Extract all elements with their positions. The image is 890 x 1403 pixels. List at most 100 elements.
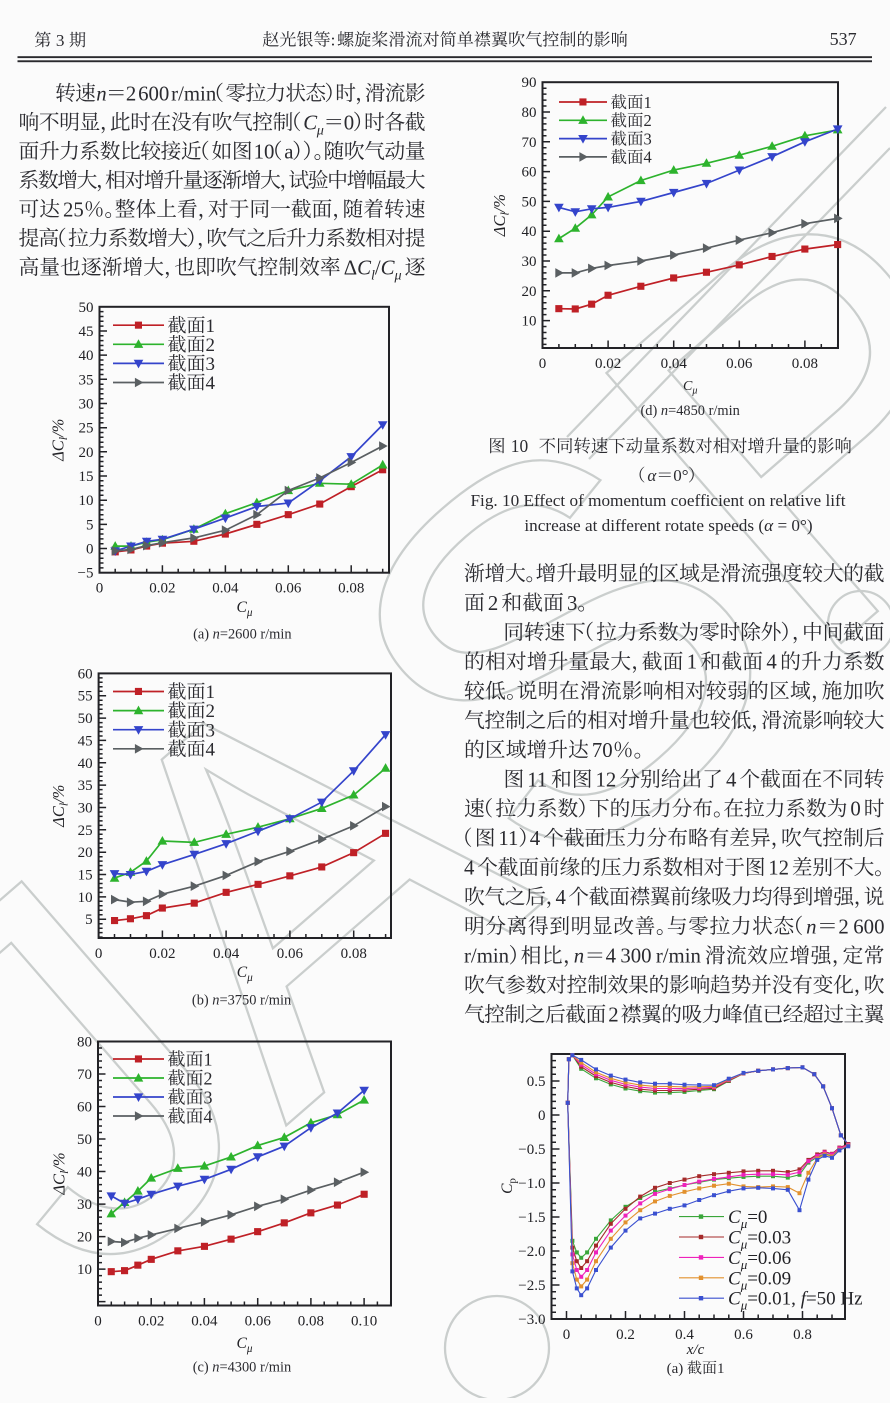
svg-text:0.04: 0.04 — [661, 356, 688, 372]
svg-text:40: 40 — [77, 1165, 92, 1181]
svg-text:4: 4 — [464, 857, 475, 880]
svg-text:50: 50 — [78, 711, 93, 727]
svg-text:10: 10 — [78, 890, 93, 906]
svg-text:3: 3 — [206, 354, 216, 375]
svg-text:Cμ=0.09: Cμ=0.09 — [728, 1268, 791, 1292]
svg-text:70: 70 — [77, 1067, 92, 1083]
svg-text:12: 12 — [768, 857, 789, 880]
svg-text:(a): (a) — [193, 626, 209, 642]
svg-text:4: 4 — [644, 148, 652, 167]
svg-text:0.06: 0.06 — [275, 581, 302, 597]
svg-text:0: 0 — [96, 581, 104, 597]
svg-text:2600 r/min: 2600 r/min — [228, 626, 292, 642]
svg-text:0.08: 0.08 — [341, 946, 367, 962]
svg-text:Cμ=0.03: Cμ=0.03 — [728, 1228, 791, 1252]
svg-text:0.5: 0.5 — [527, 1074, 546, 1090]
svg-text:20: 20 — [522, 284, 537, 300]
svg-text:20: 20 — [78, 845, 93, 861]
svg-text:Fig. 10 Effect of momentum c: Fig. 10 Effect of momentum coefficient o… — [471, 491, 846, 510]
svg-text:0: 0 — [538, 1108, 546, 1124]
svg-text:1: 1 — [717, 1361, 725, 1377]
svg-text:0: 0 — [539, 356, 547, 372]
svg-text:600: 600 — [138, 82, 169, 105]
svg-text:(c): (c) — [193, 1360, 209, 1376]
svg-text:60: 60 — [522, 165, 537, 181]
svg-text:Cμ=0: Cμ=0 — [728, 1207, 767, 1231]
svg-text:0: 0 — [86, 542, 94, 558]
svg-text:0: 0 — [94, 1314, 102, 1330]
svg-text:12: 12 — [595, 768, 616, 791]
svg-text:−1.5: −1.5 — [518, 1210, 545, 1226]
svg-text:11: 11 — [498, 827, 518, 850]
svg-text:3: 3 — [567, 592, 577, 615]
svg-text:4: 4 — [726, 768, 737, 791]
svg-text:−5: −5 — [78, 566, 94, 582]
svg-text:30: 30 — [77, 1197, 92, 1213]
svg-text:30: 30 — [79, 397, 94, 413]
svg-text:0.2: 0.2 — [616, 1327, 635, 1343]
svg-text:2: 2 — [608, 1004, 618, 1027]
svg-text:ΔCl/%: ΔCl/% — [49, 419, 71, 462]
svg-text:ΔCl/%: ΔCl/% — [50, 1152, 72, 1195]
svg-text:r/min: r/min — [464, 945, 510, 968]
svg-text:4850 r/min: 4850 r/min — [676, 403, 740, 419]
svg-text::: : — [331, 31, 336, 50]
svg-text:n: n — [806, 915, 816, 938]
svg-text:0.04: 0.04 — [191, 1314, 218, 1330]
svg-text:10: 10 — [254, 140, 275, 163]
svg-text:−0.5: −0.5 — [518, 1142, 545, 1158]
svg-text:45: 45 — [78, 733, 93, 749]
svg-text:−1.0: −1.0 — [518, 1176, 545, 1192]
svg-text:4: 4 — [606, 945, 617, 968]
svg-text:20: 20 — [79, 445, 94, 461]
svg-text:60: 60 — [77, 1100, 92, 1116]
svg-text:10: 10 — [77, 1262, 92, 1278]
svg-text:Cμ=0.06: Cμ=0.06 — [728, 1248, 791, 1272]
svg-text:70: 70 — [592, 739, 613, 762]
svg-text:−2.5: −2.5 — [518, 1278, 545, 1294]
svg-text:ΔCl/%: ΔCl/% — [490, 194, 512, 237]
svg-text:n: n — [661, 403, 668, 419]
svg-text:0: 0 — [563, 1327, 571, 1343]
svg-text:°: ° — [682, 466, 689, 485]
svg-text:n: n — [212, 993, 219, 1009]
svg-text:n: n — [212, 1360, 219, 1376]
svg-text:30: 30 — [78, 801, 93, 817]
svg-text:4: 4 — [206, 373, 216, 394]
svg-text:0.08: 0.08 — [298, 1314, 324, 1330]
svg-text:0.06: 0.06 — [245, 1314, 272, 1330]
svg-text:0.02: 0.02 — [595, 356, 621, 372]
svg-text:x/c: x/c — [686, 1342, 705, 1358]
svg-text:Cp: Cp — [499, 1178, 519, 1194]
svg-text:20: 20 — [77, 1230, 92, 1246]
svg-text:0.4: 0.4 — [675, 1327, 694, 1343]
svg-text:2: 2 — [204, 1068, 213, 1088]
svg-text:0.6: 0.6 — [734, 1327, 753, 1343]
svg-text:90: 90 — [522, 75, 537, 91]
svg-text:4: 4 — [204, 1106, 213, 1126]
svg-text:300: 300 — [620, 945, 651, 968]
svg-text:600: 600 — [853, 915, 884, 938]
svg-text:25: 25 — [78, 823, 93, 839]
svg-text:n: n — [574, 945, 584, 968]
svg-text:35: 35 — [79, 372, 94, 388]
svg-text:0: 0 — [673, 466, 682, 485]
svg-text:0.06: 0.06 — [726, 356, 753, 372]
svg-text:2: 2 — [644, 111, 652, 130]
svg-text:15: 15 — [78, 868, 93, 884]
svg-text:35: 35 — [78, 778, 93, 794]
svg-text:5: 5 — [85, 912, 93, 928]
svg-text:4: 4 — [556, 886, 567, 909]
svg-text:/: / — [375, 256, 381, 279]
svg-text:1: 1 — [206, 316, 216, 337]
svg-text:−2.0: −2.0 — [518, 1244, 545, 1260]
svg-text:25: 25 — [63, 198, 84, 221]
svg-text:0.04: 0.04 — [212, 581, 239, 597]
svg-text:45: 45 — [79, 324, 94, 340]
svg-text:40: 40 — [522, 224, 537, 240]
svg-text:50: 50 — [522, 194, 537, 210]
svg-text:n: n — [213, 626, 220, 642]
svg-text:25: 25 — [79, 421, 94, 437]
svg-text:0: 0 — [850, 798, 860, 821]
svg-text:2: 2 — [838, 915, 848, 938]
